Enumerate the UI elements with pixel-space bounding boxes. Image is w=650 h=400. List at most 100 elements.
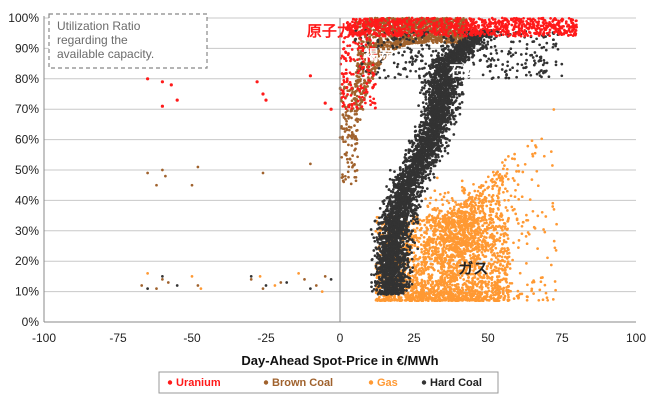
data-point xyxy=(443,298,446,302)
data-point xyxy=(354,175,358,179)
data-point xyxy=(429,196,433,200)
data-point xyxy=(473,280,477,284)
data-point xyxy=(465,242,468,245)
data-point xyxy=(513,179,516,182)
data-point xyxy=(423,279,426,283)
data-point xyxy=(483,221,486,225)
data-point xyxy=(437,250,440,253)
data-point xyxy=(485,204,489,208)
data-point xyxy=(551,164,554,167)
data-point xyxy=(340,155,344,159)
data-point xyxy=(457,295,461,299)
data-point xyxy=(448,261,452,264)
data-point xyxy=(453,225,456,229)
data-point xyxy=(355,74,359,78)
data-point xyxy=(486,286,490,290)
data-point xyxy=(517,296,520,300)
data-point xyxy=(420,278,424,282)
data-point xyxy=(489,272,492,275)
data-point xyxy=(505,167,509,171)
data-point xyxy=(514,188,517,192)
data-point xyxy=(393,170,396,173)
data-point xyxy=(440,267,443,270)
data-point xyxy=(517,170,521,173)
data-point xyxy=(374,291,378,295)
data-point xyxy=(503,227,507,230)
data-point xyxy=(450,245,453,249)
data-point xyxy=(506,237,510,240)
data-point xyxy=(498,224,501,228)
data-point xyxy=(413,255,416,259)
data-point xyxy=(484,244,488,248)
data-point xyxy=(423,260,427,263)
data-point xyxy=(488,207,492,210)
data-point xyxy=(495,289,498,292)
data-point xyxy=(451,277,455,281)
data-point xyxy=(553,280,557,283)
data-point xyxy=(435,176,439,180)
data-point xyxy=(505,263,509,267)
data-point xyxy=(521,170,525,174)
data-point xyxy=(452,262,456,266)
data-point xyxy=(531,209,535,213)
data-point xyxy=(343,174,347,178)
data-point xyxy=(374,229,378,233)
data-point xyxy=(463,282,467,285)
data-point xyxy=(460,286,464,290)
data-point xyxy=(473,189,477,193)
data-point xyxy=(491,194,495,197)
data-point xyxy=(463,291,467,295)
data-point xyxy=(491,177,494,181)
data-point xyxy=(425,226,428,229)
data-point xyxy=(495,275,499,278)
data-point xyxy=(485,225,489,229)
data-point xyxy=(455,278,459,282)
data-point xyxy=(502,234,506,238)
data-point xyxy=(404,293,407,297)
data-point xyxy=(447,266,450,270)
data-point xyxy=(443,238,447,242)
data-point xyxy=(429,283,433,287)
data-point xyxy=(457,222,460,226)
data-point xyxy=(469,234,473,238)
data-point xyxy=(472,215,475,219)
data-point xyxy=(462,187,466,190)
data-point xyxy=(459,276,462,280)
data-point xyxy=(472,255,475,259)
data-point xyxy=(436,216,440,220)
data-point xyxy=(442,265,446,269)
data-point xyxy=(496,170,499,174)
data-point xyxy=(495,177,499,181)
data-point xyxy=(417,41,421,44)
data-point xyxy=(490,236,493,239)
data-point xyxy=(423,249,426,253)
data-point xyxy=(500,267,504,271)
data-point xyxy=(448,216,452,220)
data-point xyxy=(540,276,543,280)
data-point xyxy=(406,298,410,301)
data-point xyxy=(551,205,555,208)
data-point xyxy=(472,272,475,276)
data-point xyxy=(486,283,490,286)
data-point xyxy=(429,37,433,41)
data-point xyxy=(460,228,464,231)
data-point xyxy=(457,203,460,206)
data-point xyxy=(435,237,439,241)
data-point xyxy=(428,218,431,222)
data-point xyxy=(525,298,529,302)
data-point xyxy=(356,117,360,121)
data-point xyxy=(445,213,449,217)
data-point xyxy=(501,291,505,294)
data-point xyxy=(340,176,344,179)
data-point xyxy=(425,242,429,246)
data-point xyxy=(493,297,497,301)
data-point xyxy=(450,292,454,296)
data-point xyxy=(480,279,484,283)
data-point xyxy=(480,288,484,291)
data-point xyxy=(375,215,379,219)
data-point xyxy=(445,199,449,203)
data-point xyxy=(502,252,505,255)
data-point xyxy=(432,290,436,294)
data-point xyxy=(532,292,535,295)
